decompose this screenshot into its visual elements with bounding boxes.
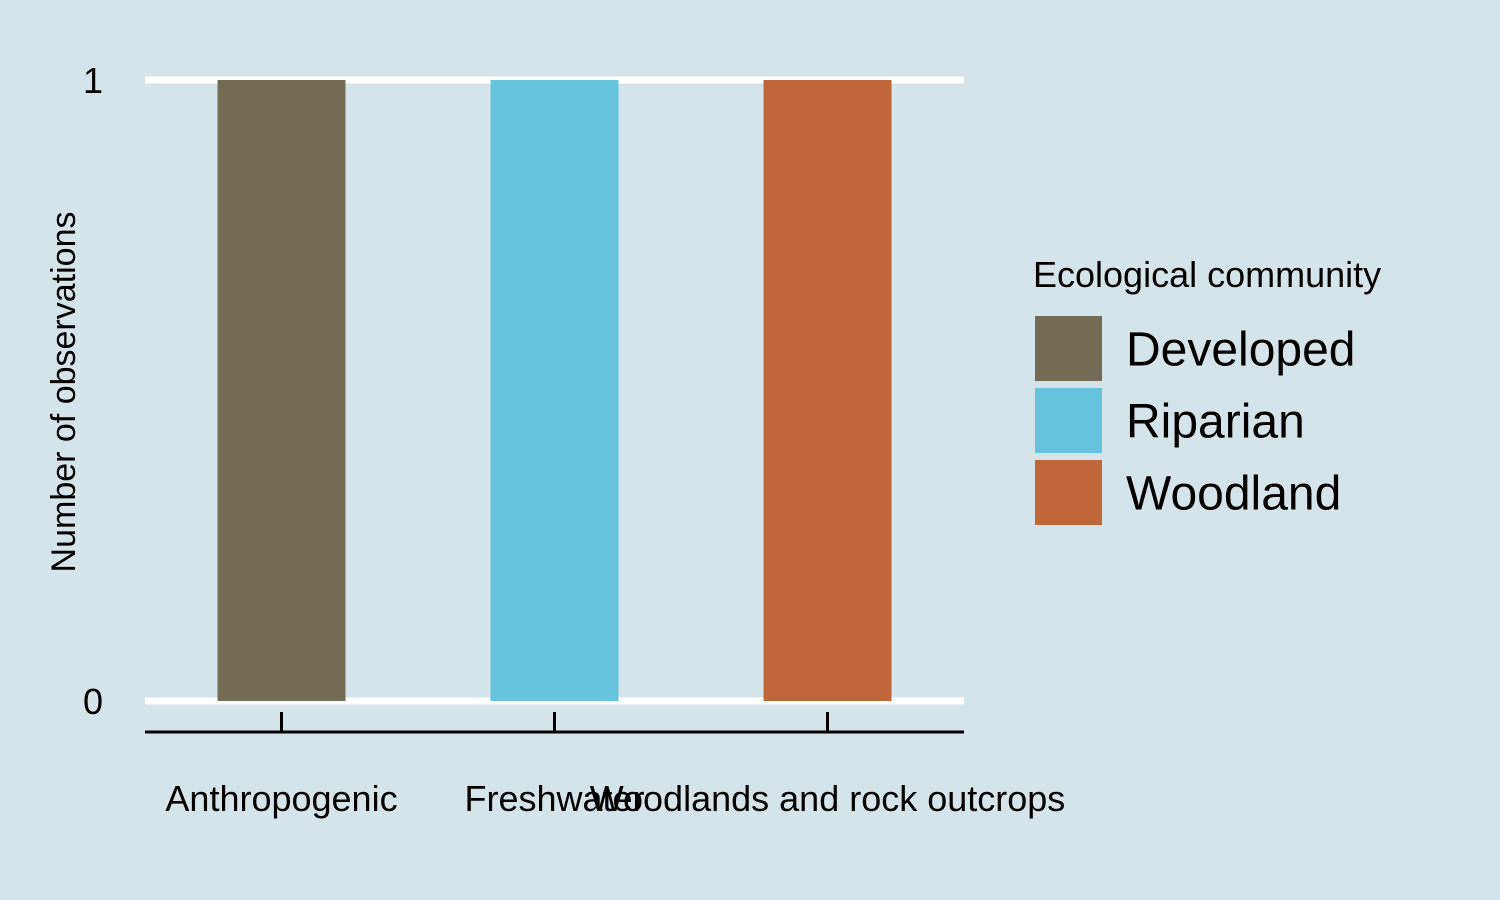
legend-label-developed: Developed [1126, 324, 1356, 377]
legend-key-developed [1035, 316, 1102, 381]
legend-label-woodland: Woodland [1126, 468, 1341, 521]
x-tick-label-woodlands-and-rock-outcrops: Woodlands and rock outcrops [590, 778, 1066, 819]
y-tick-labels: 01 [83, 60, 103, 722]
bar-woodlands-and-rock-outcrops [763, 80, 892, 701]
legend-title: Ecological community [1033, 254, 1381, 295]
legend-key-riparian [1035, 388, 1102, 453]
x-tick-label-anthropogenic: Anthropogenic [165, 778, 397, 819]
legend: Ecological community Developed Riparian Wo… [1033, 254, 1381, 525]
x-axis [145, 712, 964, 734]
legend-label-riparian: Riparian [1126, 396, 1305, 449]
x-tick-label-freshwater: Freshwater [464, 778, 644, 819]
bars [217, 80, 892, 701]
bar-anthropogenic [217, 80, 346, 701]
legend-key-woodland [1035, 460, 1102, 525]
y-tick-label-1: 1 [83, 60, 103, 101]
bar-freshwater [490, 80, 619, 701]
y-axis-title: Number of observations [45, 212, 83, 573]
y-tick-label-0: 0 [83, 681, 103, 722]
